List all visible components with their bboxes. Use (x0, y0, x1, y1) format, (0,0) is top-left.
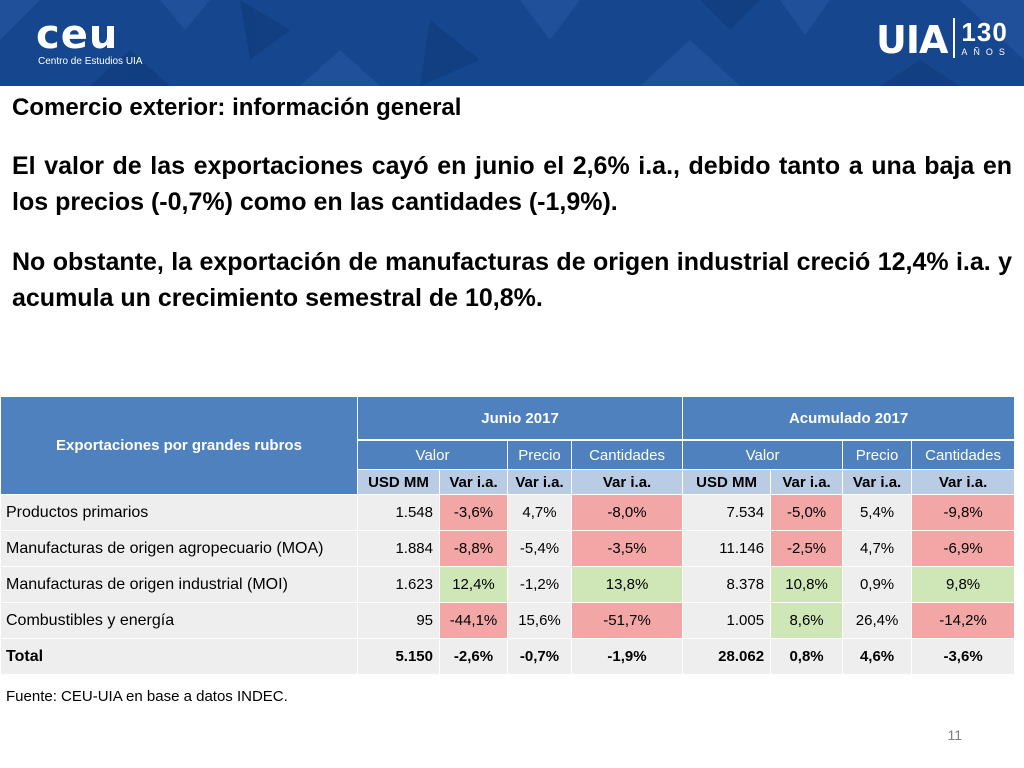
sub-header-valor: Valor (357, 439, 508, 470)
ceu-logo: ceu Centro de Estudios UIA (36, 12, 143, 68)
cell-a-cant: -14,2% (911, 602, 1016, 639)
cell-j-precio: -5,4% (507, 530, 572, 567)
uia-logo-number: 130 (961, 17, 1008, 47)
cell-j-precio: -1,2% (507, 566, 572, 603)
table-row: Total 5.150 -2,6% -0,7% -1,9% 28.062 0,8% 4,6% -… (0, 638, 1016, 675)
cell-a-usd: 7.534 (682, 494, 772, 531)
paragraph-moi: No obstante, la exportación de manufactu… (12, 248, 1012, 312)
slide-text: Comercio exterior: información general E… (12, 92, 1012, 340)
unit-var: Var i.a. (507, 469, 572, 495)
cell-j-usd: 1.548 (357, 494, 440, 531)
cell-a-precio: 5,4% (842, 494, 913, 531)
header-banner: ceu Centro de Estudios UIA UIA 130 AÑOS (0, 0, 1024, 86)
cell-a-cant: -6,9% (911, 530, 1016, 567)
unit-var: Var i.a. (842, 469, 913, 495)
cell-a-cant: -9,8% (911, 494, 1016, 531)
table-corner-header: Exportaciones por grandes rubros (0, 396, 358, 495)
unit-usd: USD MM (357, 469, 440, 495)
cell-a-usd: 28.062 (682, 638, 772, 675)
cell-j-var: 12,4% (439, 566, 508, 603)
banner-pattern (0, 0, 1024, 86)
sub-header-precio: Precio (842, 439, 913, 470)
cell-a-cant: 9,8% (911, 566, 1016, 603)
sub-header-cantidades: Cantidades (911, 439, 1016, 470)
exports-table: Exportaciones por grandes rubros Junio 2… (0, 396, 1016, 675)
table-row: Manufacturas de origen industrial (MOI) 1… (0, 566, 1016, 603)
cell-j-cant: -8,0% (570, 494, 684, 531)
cell-j-precio: 4,7% (507, 494, 572, 531)
cell-a-var: 10,8% (770, 566, 844, 603)
unit-var: Var i.a. (770, 469, 844, 495)
cell-j-cant: -1,9% (570, 638, 684, 675)
unit-usd: USD MM (682, 469, 772, 495)
cell-j-cant: 13,8% (570, 566, 684, 603)
cell-j-precio: -0,7% (507, 638, 572, 675)
cell-j-usd: 1.884 (357, 530, 440, 567)
cell-a-var: 0,8% (770, 638, 844, 675)
cell-j-cant: -51,7% (570, 602, 684, 639)
slide-subtitle: Comercio exterior: información general (12, 94, 462, 121)
cell-a-precio: 0,9% (842, 566, 913, 603)
cell-a-precio: 4,6% (842, 638, 913, 675)
source-note: Fuente: CEU-UIA en base a datos INDEC. (6, 688, 288, 705)
ceu-logo-subtitle: Centro de Estudios UIA (38, 56, 143, 67)
cell-j-precio: 15,6% (507, 602, 572, 639)
uia-logo: UIA 130 AÑOS (876, 18, 1011, 62)
cell-a-var: 8,6% (770, 602, 844, 639)
table-row: Combustibles y energía 95 -44,1% 15,6% -51,7… (0, 602, 1016, 639)
uia-logo-anos: AÑOS (961, 47, 1011, 57)
cell-j-cant: -3,5% (570, 530, 684, 567)
row-label: Productos primarios (0, 494, 358, 531)
cell-a-var: -5,0% (770, 494, 844, 531)
table-row: Manufacturas de origen agropecuario (MOA… (0, 530, 1016, 567)
row-label: Combustibles y energía (0, 602, 358, 639)
cell-a-precio: 4,7% (842, 530, 913, 567)
cell-a-cant: -3,6% (911, 638, 1016, 675)
cell-a-usd: 8.378 (682, 566, 772, 603)
table-row: Productos primarios 1.548 -3,6% 4,7% -8,0% 7.… (0, 494, 1016, 531)
unit-var: Var i.a. (439, 469, 508, 495)
ceu-logo-text: ceu (36, 12, 119, 58)
cell-a-usd: 1.005 (682, 602, 772, 639)
group-header-acumulado: Acumulado 2017 (682, 396, 1016, 441)
uia-logo-years: 130 AÑOS (953, 18, 1011, 58)
cell-a-usd: 11.146 (682, 530, 772, 567)
cell-a-var: -2,5% (770, 530, 844, 567)
cell-j-var: -8,8% (439, 530, 508, 567)
paragraph-exports: El valor de las exportaciones cayó en ju… (12, 152, 1012, 216)
sub-header-precio: Precio (507, 439, 572, 470)
row-label: Manufacturas de origen industrial (MOI) (0, 566, 358, 603)
sub-header-valor: Valor (682, 439, 844, 470)
cell-j-var: -2,6% (439, 638, 508, 675)
sub-header-cantidades: Cantidades (570, 439, 684, 470)
cell-j-usd: 1.623 (357, 566, 440, 603)
cell-j-var: -3,6% (439, 494, 508, 531)
cell-j-var: -44,1% (439, 602, 508, 639)
cell-j-usd: 95 (357, 602, 440, 639)
page-number: 11 (947, 727, 962, 743)
group-header-junio: Junio 2017 (356, 396, 684, 441)
unit-var: Var i.a. (570, 469, 684, 495)
table-body: Productos primarios 1.548 -3,6% 4,7% -8,0% 7.… (0, 494, 1016, 675)
cell-j-usd: 5.150 (357, 638, 440, 675)
row-label: Total (0, 638, 358, 675)
row-label: Manufacturas de origen agropecuario (MOA… (0, 530, 358, 567)
uia-logo-mark: UIA (876, 18, 948, 62)
unit-var: Var i.a. (911, 469, 1016, 495)
cell-a-precio: 26,4% (842, 602, 913, 639)
